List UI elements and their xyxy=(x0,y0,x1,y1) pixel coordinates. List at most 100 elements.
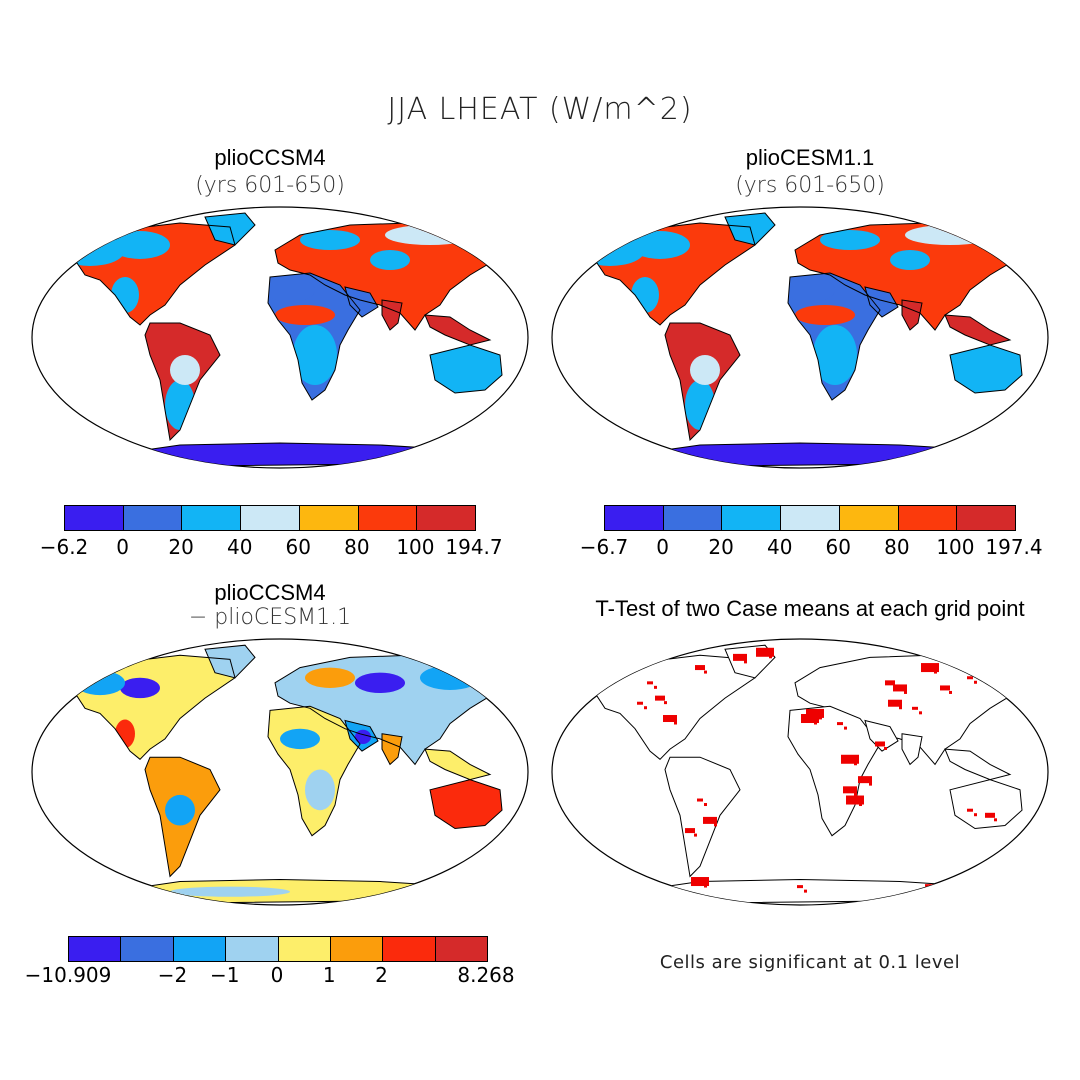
field-region xyxy=(293,325,337,385)
samerica-outline xyxy=(144,756,221,878)
significant-cell xyxy=(806,708,824,718)
significant-cell xyxy=(844,726,847,730)
significant-cell xyxy=(663,715,677,723)
significant-cell xyxy=(654,685,657,689)
arabia-fill xyxy=(345,287,378,317)
significant-cell xyxy=(875,741,885,747)
significant-cell xyxy=(685,828,695,834)
significant-cell xyxy=(733,653,747,661)
field-region xyxy=(813,325,857,385)
significant-cell xyxy=(655,695,665,701)
namerica-outline xyxy=(589,222,756,326)
samerica-outline xyxy=(664,756,741,878)
colorbar-tick-label: 1 xyxy=(322,963,336,987)
field-region xyxy=(385,225,475,245)
australia-fill xyxy=(430,345,502,393)
colorbar-swatch xyxy=(241,506,300,530)
australia-outline xyxy=(949,344,1023,394)
significant-cell xyxy=(885,680,895,686)
significant-cell xyxy=(814,721,817,725)
significance-note: Cells are significant at 0.1 level xyxy=(659,952,961,973)
field-region xyxy=(275,305,335,325)
colorbar-tick-label: −1 xyxy=(210,963,240,987)
significant-cell xyxy=(637,701,643,705)
significant-cell xyxy=(859,803,862,807)
significant-cell xyxy=(744,660,747,664)
greenland-outline xyxy=(204,212,256,246)
colorbar-swatch xyxy=(123,506,183,530)
panel3-colorbar xyxy=(68,936,488,962)
africa-outline xyxy=(267,272,361,401)
greenland-outline xyxy=(724,212,776,246)
significant-cell xyxy=(695,665,705,671)
significant-cell xyxy=(704,884,707,888)
namerica-outline xyxy=(69,222,236,326)
australia-outline xyxy=(949,779,1023,830)
significant-cell xyxy=(854,762,857,766)
significant-cell xyxy=(846,795,864,805)
panel2-colorbar xyxy=(604,505,1016,531)
significant-cell xyxy=(919,711,922,715)
significant-cell xyxy=(858,776,872,784)
field-region xyxy=(268,278,315,302)
significant-cell xyxy=(940,685,950,691)
significant-cell xyxy=(756,647,774,657)
significant-cell xyxy=(664,701,667,705)
significant-cell xyxy=(985,812,995,818)
panel1-colorbar xyxy=(64,505,476,531)
field-region xyxy=(820,230,880,250)
significant-cell xyxy=(647,681,653,685)
panel4-map xyxy=(551,638,1049,906)
significant-cell xyxy=(674,721,677,725)
colorbar-tick-label: 100 xyxy=(396,535,435,559)
africa-outline xyxy=(267,705,361,837)
significant-cell xyxy=(644,706,647,710)
significant-cell xyxy=(899,706,902,710)
namerica-outline xyxy=(69,654,236,760)
field-region xyxy=(110,231,170,259)
colorbar-swatch xyxy=(69,937,122,961)
colorbar-swatch xyxy=(605,506,664,530)
arabia-fill xyxy=(865,287,898,317)
significant-cell xyxy=(967,808,973,812)
significant-cell xyxy=(769,655,772,659)
panel1-subtitle: (yrs 601-650) xyxy=(195,173,345,198)
colorbar-tick-label: 20 xyxy=(708,535,734,559)
field-region xyxy=(280,728,320,750)
significant-cell xyxy=(819,716,822,720)
namerica-outline xyxy=(589,654,756,760)
colorbar-swatch xyxy=(182,506,242,530)
significant-cell xyxy=(888,699,902,707)
colorbar-tick-label: −2 xyxy=(157,963,188,987)
colorbar-tick-label: 20 xyxy=(168,535,194,559)
panel3-map xyxy=(31,638,529,906)
significant-cell xyxy=(904,690,907,694)
arabia-outline xyxy=(864,286,899,318)
africa-outline xyxy=(787,272,881,401)
figure-title: JJA LHEAT (W/m^2) xyxy=(387,92,693,127)
seasia-fill xyxy=(945,315,1010,345)
colorbar-swatch xyxy=(330,937,384,961)
africa-outline xyxy=(787,705,881,837)
significant-cell xyxy=(703,816,717,824)
colorbar-swatch xyxy=(839,506,899,530)
significant-cell xyxy=(974,680,977,684)
colorbar-tick-label: 40 xyxy=(766,535,793,559)
field-region xyxy=(905,225,995,245)
colorbar-tick-label: −6.7 xyxy=(579,535,629,559)
significant-cell xyxy=(694,833,697,837)
panel3-subtitle: − plioCESM1.1 xyxy=(188,605,352,630)
arabia-outline xyxy=(344,286,379,318)
arabia-outline xyxy=(864,719,899,752)
colorbar-tick-label: 80 xyxy=(344,535,370,559)
field-region xyxy=(355,729,371,744)
panel2-map xyxy=(551,206,1049,469)
colorbar-tick-label: 194.7 xyxy=(445,535,503,559)
colorbar-tick-label: 2 xyxy=(375,963,388,987)
samerica-outline xyxy=(664,322,741,442)
significant-cell xyxy=(797,885,803,889)
colorbar-swatch xyxy=(663,506,723,530)
seasia-outline xyxy=(944,314,1012,346)
colorbar-swatch xyxy=(957,506,1016,530)
india-outline xyxy=(381,299,403,331)
